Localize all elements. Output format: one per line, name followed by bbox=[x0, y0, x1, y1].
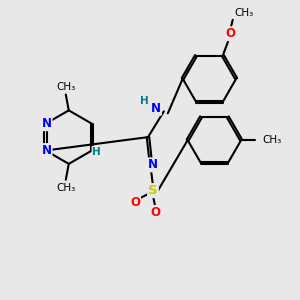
Text: H: H bbox=[92, 147, 101, 157]
Text: O: O bbox=[150, 206, 160, 219]
Text: N: N bbox=[151, 102, 161, 115]
Text: N: N bbox=[42, 144, 52, 157]
Text: N: N bbox=[148, 158, 158, 171]
Text: CH₃: CH₃ bbox=[56, 183, 75, 193]
Text: CH₃: CH₃ bbox=[56, 82, 75, 92]
Text: CH₃: CH₃ bbox=[262, 135, 281, 145]
Text: O: O bbox=[130, 196, 140, 209]
Text: CH₃: CH₃ bbox=[235, 8, 254, 18]
Text: O: O bbox=[226, 27, 236, 40]
Text: S: S bbox=[148, 184, 158, 197]
Text: N: N bbox=[42, 117, 52, 130]
Text: H: H bbox=[140, 97, 148, 106]
